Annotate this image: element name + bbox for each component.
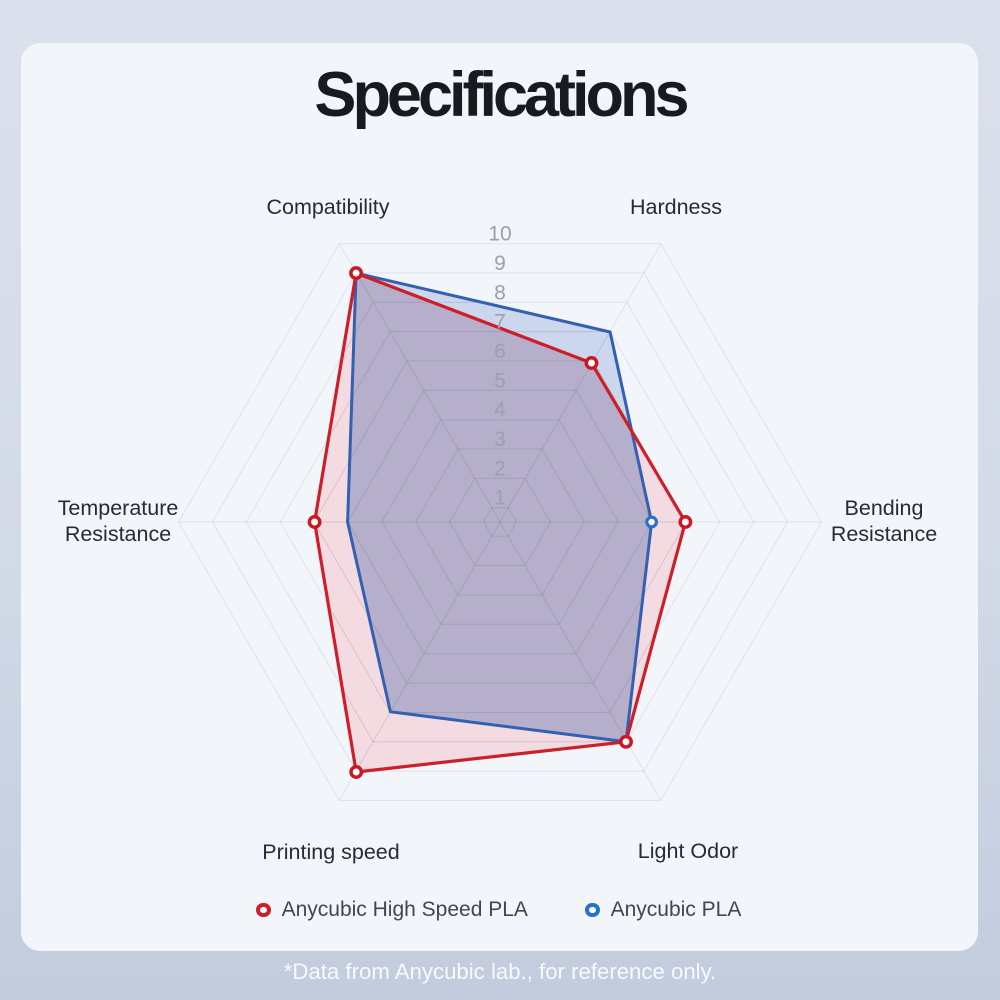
- svg-text:4: 4: [494, 399, 506, 422]
- svg-text:9: 9: [494, 252, 506, 275]
- svg-text:3: 3: [494, 428, 506, 451]
- svg-text:5: 5: [494, 369, 506, 392]
- svg-text:1: 1: [494, 487, 506, 510]
- svg-text:7: 7: [494, 311, 506, 334]
- svg-text:6: 6: [494, 340, 506, 363]
- svg-text:8: 8: [494, 281, 506, 304]
- svg-text:10: 10: [488, 223, 511, 246]
- svg-text:2: 2: [494, 457, 506, 480]
